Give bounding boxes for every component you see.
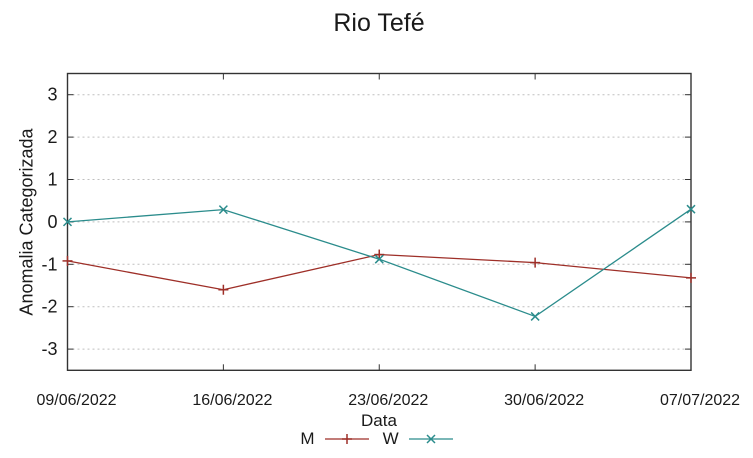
legend-label-w: W <box>382 429 399 448</box>
legend-label-m: M <box>300 429 315 448</box>
series-line <box>67 208 692 318</box>
y-tick-label: 0 <box>47 212 57 232</box>
y-tick-label: -2 <box>41 297 57 317</box>
x-tick-label: 16/06/2022 <box>192 392 272 409</box>
cross-marker-icon <box>374 254 384 264</box>
x-tick-label: 23/06/2022 <box>348 392 428 409</box>
legend-line-m-icon <box>324 434 369 444</box>
x-tick-label: 30/06/2022 <box>504 392 584 409</box>
series-M <box>62 249 696 295</box>
series-W <box>62 204 696 321</box>
legend: M W <box>0 429 753 449</box>
cross-marker-icon <box>218 205 228 215</box>
x-axis-label: Data <box>361 411 397 430</box>
legend-entry-w: W <box>383 429 453 449</box>
legend-entry-m: M <box>300 429 369 449</box>
y-tick-label: 3 <box>47 85 57 105</box>
cross-marker-icon <box>686 204 696 214</box>
x-tick-label: 09/06/2022 <box>36 392 116 409</box>
y-tick-label: 1 <box>47 170 57 190</box>
chart-title: Rio Tefé <box>333 9 425 37</box>
legend-line-w-icon <box>408 434 453 444</box>
y-tick-label: -3 <box>41 339 57 359</box>
x-tick-label: 07/07/2022 <box>660 392 740 409</box>
cross-marker-icon <box>426 434 436 444</box>
y-tick-label: 2 <box>47 127 57 147</box>
cross-marker-icon <box>62 217 73 227</box>
y-tick-label: -1 <box>41 254 57 274</box>
cross-marker-icon <box>530 311 540 321</box>
